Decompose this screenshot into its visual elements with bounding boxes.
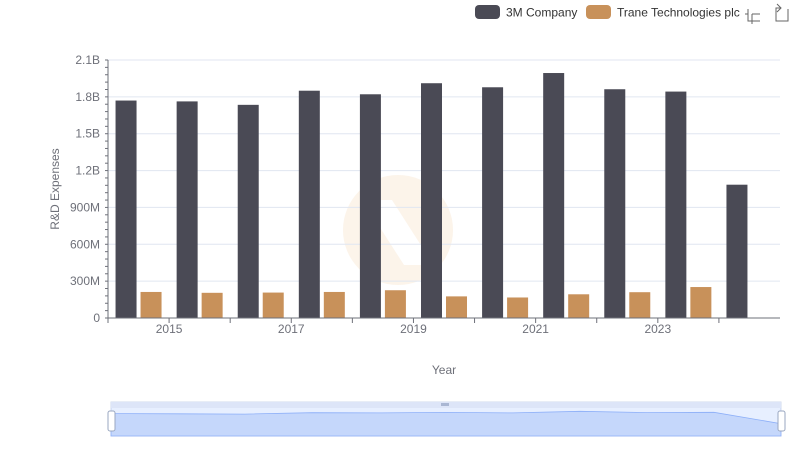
y-tick-label: 0	[93, 311, 100, 325]
bar-trane-technologies[interactable]	[507, 297, 529, 318]
bar-3m-company[interactable]	[421, 83, 442, 318]
y-tick-label: 1.5B	[75, 127, 100, 141]
data-zoom-slider[interactable]	[107, 401, 786, 437]
bar-3m-company[interactable]	[665, 91, 687, 319]
bar-trane-technologies[interactable]	[690, 287, 712, 318]
bar-trane-technologies[interactable]	[629, 292, 651, 318]
legend-swatch-3m[interactable]	[475, 5, 500, 19]
bar-trane-technologies[interactable]	[323, 291, 345, 318]
zoom-select-icon[interactable]	[745, 9, 760, 24]
y-axis: 0 300M 600M 900M 1.2B 1.5B 1.8B 2.1B	[70, 53, 109, 325]
data-zoom-handle-right[interactable]	[777, 410, 786, 432]
y-tick-label: 900M	[70, 200, 100, 214]
bar-3m-company[interactable]	[298, 90, 320, 318]
x-tick-label: 2017	[278, 322, 305, 336]
data-zoom-preview	[110, 410, 782, 437]
bar-trane-technologies[interactable]	[140, 291, 162, 318]
data-zoom-handle-left[interactable]	[107, 410, 116, 432]
x-tick-label: 2023	[644, 322, 671, 336]
x-tick-label: 2021	[522, 322, 549, 336]
x-axis: 2015 2017 2019 2021 2023	[107, 317, 780, 336]
zoom-reset-icon[interactable]	[775, 3, 789, 22]
bar-trane-technologies[interactable]	[446, 296, 467, 318]
bar-trane-technologies[interactable]	[568, 294, 590, 318]
bar-3m-company[interactable]	[482, 87, 504, 318]
y-tick-label: 600M	[70, 237, 100, 251]
bar-3m-company[interactable]	[726, 184, 748, 318]
bar-trane-technologies[interactable]	[201, 292, 223, 318]
legend[interactable]: 3M Company Trane Technologies plc	[475, 5, 740, 20]
bar-trane-technologies[interactable]	[262, 292, 284, 318]
bar-3m-company[interactable]	[543, 73, 565, 318]
bar-trane-technologies[interactable]	[384, 290, 406, 318]
data-zoom-move-grip[interactable]	[441, 403, 449, 406]
legend-label-trane[interactable]: Trane Technologies plc	[617, 6, 740, 20]
bar-3m-company[interactable]	[176, 101, 198, 318]
bar-3m-company[interactable]	[604, 89, 626, 319]
x-tick-label: 2015	[156, 322, 183, 336]
y-tick-label: 2.1B	[75, 53, 100, 67]
bar-3m-company[interactable]	[115, 100, 137, 319]
y-axis-title: R&D Expenses	[48, 148, 62, 229]
legend-swatch-trane[interactable]	[586, 5, 611, 19]
bar-3m-company[interactable]	[359, 94, 381, 318]
y-tick-label: 300M	[70, 274, 100, 288]
bars	[115, 73, 748, 319]
bar-3m-company[interactable]	[237, 104, 259, 318]
y-tick-label: 1.2B	[75, 164, 100, 178]
legend-label-3m[interactable]: 3M Company	[506, 6, 577, 20]
y-tick-label: 1.8B	[75, 90, 100, 104]
x-tick-label: 2019	[400, 322, 427, 336]
x-axis-title: Year	[432, 363, 456, 377]
